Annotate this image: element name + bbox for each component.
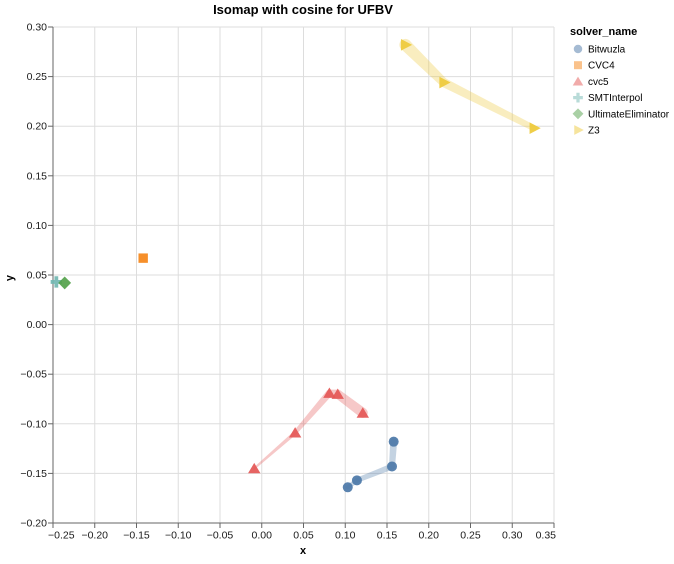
x-tick-label: 0.25 <box>460 530 481 542</box>
point-cvc5 <box>248 462 261 474</box>
legend-item-smtinterpol: SMTInterpol <box>573 92 642 104</box>
point-bitwuzla <box>388 436 399 447</box>
trail-layer <box>253 38 537 490</box>
legend-label-cvc4: CVC4 <box>588 61 615 72</box>
x-axis-label: x <box>300 545 307 557</box>
legend-item-z3: Z3 <box>574 125 600 137</box>
y-tick-label: −0.20 <box>20 518 47 530</box>
x-tick-label: −0.10 <box>165 530 192 542</box>
y-tick-label: −0.15 <box>20 468 47 480</box>
x-tick-label: −0.05 <box>207 530 234 542</box>
point-cvc5 <box>331 388 344 399</box>
point-ultimateeliminator <box>58 276 72 290</box>
x-tick-label: 0.00 <box>252 530 273 542</box>
x-tick-label: −0.20 <box>81 530 108 542</box>
legend-symbol-ultimateeliminator <box>572 108 584 120</box>
legend-label-z3: Z3 <box>588 126 600 137</box>
x-tick-label: −0.15 <box>123 530 150 542</box>
x-tick-label: 0.10 <box>335 530 356 542</box>
x-tick-label: 0.05 <box>293 530 314 542</box>
x-tick-label: 0.15 <box>377 530 398 542</box>
point-bitwuzla <box>351 475 362 486</box>
trail-segment <box>389 441 398 467</box>
trail-segment <box>401 40 447 86</box>
y-tick-label: 0.10 <box>27 220 48 232</box>
legend-label-bitwuzla: Bitwuzla <box>588 45 626 56</box>
point-smtinterpol <box>50 276 63 288</box>
legend-item-ultimateeliminator: UltimateEliminator <box>572 108 670 120</box>
legend-symbol-cvc5 <box>572 76 584 86</box>
point-bitwuzla <box>342 482 353 493</box>
legend-symbol-cvc4 <box>574 61 582 70</box>
trail-segment <box>293 390 333 435</box>
y-tick-label: 0.05 <box>27 270 48 282</box>
y-tick-label: 0.15 <box>27 170 48 182</box>
y-tick-label: 0.00 <box>27 319 48 331</box>
trail-z3 <box>399 38 537 132</box>
legend-title: solver_name <box>570 26 637 38</box>
point-z3 <box>529 122 541 134</box>
legend-label-ultimateeliminator: UltimateEliminator <box>588 109 670 120</box>
y-tick-label: 0.25 <box>27 71 48 83</box>
x-tick-label: 0.30 <box>502 530 523 542</box>
legend-items: Bitwuzla CVC4 cvc5 SMTInterpol UltimateElimi… <box>572 44 670 137</box>
y-tick-label: −0.10 <box>20 418 47 430</box>
chart-title: Isomap with cosine for UFBV <box>213 2 393 17</box>
legend-symbol-bitwuzla <box>573 44 583 54</box>
legend-label-cvc5: cvc5 <box>588 77 609 88</box>
point-cvc5 <box>356 407 369 418</box>
y-axis-label: y <box>4 274 16 281</box>
trail-segment <box>356 463 394 483</box>
point-z3 <box>400 39 413 51</box>
point-cvc5 <box>288 427 302 438</box>
point-bitwuzla <box>387 461 398 472</box>
grid-layer <box>52 26 555 524</box>
legend-item-cvc4: CVC4 <box>574 61 615 72</box>
legend: solver_name Bitwuzla CVC4 cvc5 SMTInterpol U… <box>570 26 670 137</box>
trail-cvc5 <box>253 389 368 470</box>
point-cvc5 <box>323 387 336 398</box>
point-z3 <box>439 76 451 89</box>
point-layer <box>50 39 541 493</box>
legend-item-cvc5: cvc5 <box>572 76 609 88</box>
y-tick-label: 0.30 <box>27 22 48 34</box>
point-cvc4 <box>138 253 148 263</box>
legend-symbol-smtinterpol <box>573 92 583 103</box>
trail-segment <box>441 78 536 131</box>
y-tick-label: −0.05 <box>20 369 47 381</box>
axis-layer: −0.25 −0.20 −0.15 −0.10 −0.05 0.00 0.05 0.10 0.1… <box>20 22 556 542</box>
x-tick-label: −0.25 <box>48 530 75 542</box>
x-tick-label: 0.20 <box>419 530 440 542</box>
y-tick-label: 0.20 <box>27 121 48 133</box>
legend-symbol-z3 <box>574 125 584 135</box>
legend-item-bitwuzla: Bitwuzla <box>573 44 626 56</box>
x-tick-label: 0.35 <box>536 530 557 542</box>
trail-segment <box>253 431 297 470</box>
legend-label-smtinterpol: SMTInterpol <box>588 93 642 104</box>
